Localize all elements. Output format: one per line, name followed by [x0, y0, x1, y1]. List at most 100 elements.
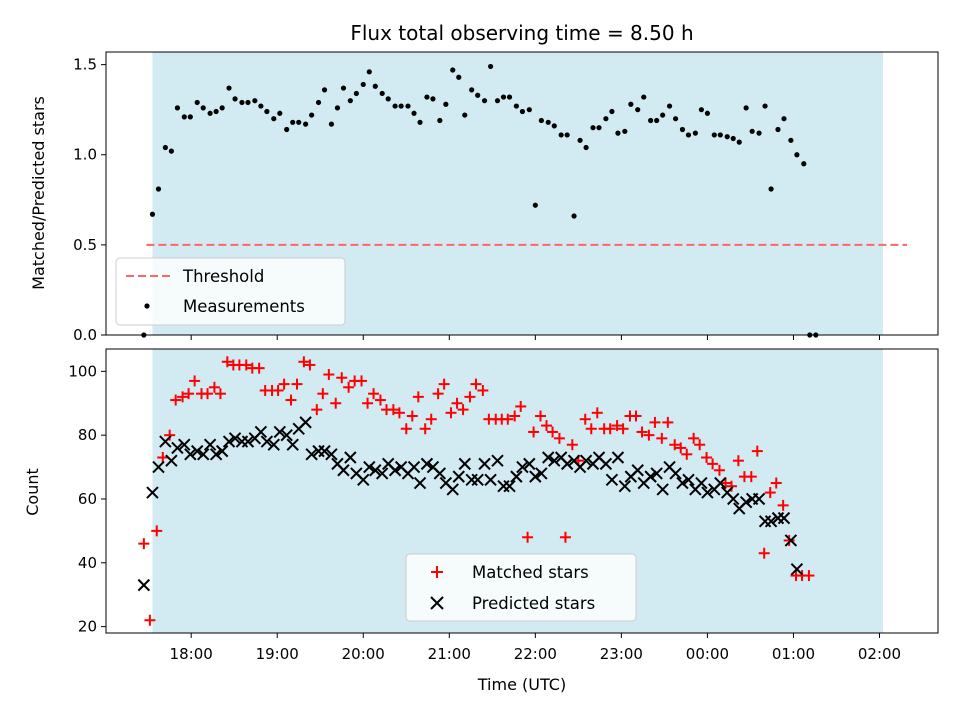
ratio-marks	[141, 63, 819, 338]
measurement-point	[296, 119, 302, 125]
predicted-star-point	[357, 473, 370, 487]
matched-star-point	[170, 394, 182, 406]
measurement-point	[200, 105, 206, 111]
predicted-star-point	[676, 476, 689, 490]
measurement-point	[213, 108, 219, 115]
predicted-star-point	[727, 492, 740, 506]
matched-star-point	[656, 432, 668, 444]
predicted-star-point	[516, 460, 529, 474]
matched-star-point	[713, 464, 725, 476]
matched-star-point	[591, 407, 603, 419]
predicted-star-point	[178, 438, 191, 451]
matched-star-point	[726, 480, 738, 492]
measurement-point	[462, 112, 468, 118]
predicted-star-point	[471, 473, 484, 487]
measurement-point	[309, 112, 315, 118]
matched-star-point	[438, 378, 450, 390]
predicted-star-point	[669, 467, 682, 480]
matched-star-point	[681, 448, 693, 460]
measurement-point	[187, 114, 193, 120]
matched-star-point	[278, 378, 290, 390]
matched-star-point	[343, 381, 355, 393]
predicted-star-point	[375, 467, 389, 480]
predicted-star-point	[764, 515, 778, 528]
matched-star-point	[649, 416, 661, 428]
matched-star-point	[221, 356, 233, 368]
x-tick-label: 22:00	[514, 645, 557, 663]
predicted-star-point	[784, 534, 798, 547]
measurement-point	[181, 114, 187, 120]
measurement-point	[168, 148, 174, 154]
measurement-point	[648, 117, 654, 124]
count-legend: Matched stars Predicted stars	[405, 553, 637, 622]
matched-star-point	[630, 410, 642, 422]
measurement-point	[590, 125, 596, 131]
matched-star-point	[470, 378, 482, 390]
predicted-star-point	[714, 476, 727, 490]
predicted-star-point	[548, 454, 561, 467]
matched-star-point	[764, 487, 776, 499]
predicted-star-point	[273, 425, 287, 439]
matched-star-point	[541, 420, 553, 432]
matched-star-point	[669, 439, 681, 451]
predicted-star-point	[267, 438, 280, 451]
predicted-star-point	[433, 467, 447, 480]
predicted-star-point	[631, 464, 644, 477]
predicted-star-point	[752, 492, 766, 506]
measurement-point	[635, 107, 641, 113]
matched-star-point	[451, 397, 463, 409]
measurement-point	[685, 132, 692, 138]
predicted-star-point	[599, 457, 613, 471]
matched-star-point	[406, 410, 418, 422]
predicted-star-point	[560, 457, 574, 471]
predicted-star-point	[413, 476, 427, 490]
predicted-star-point	[523, 457, 536, 471]
predicted-star-point	[152, 460, 165, 474]
matched-star-point	[617, 423, 629, 435]
ratio-legend-box	[115, 257, 346, 326]
predicted-star-point	[510, 470, 523, 483]
ratio-x-ticks	[190, 335, 880, 340]
measurement-point	[149, 211, 156, 217]
predicted-star-point	[184, 448, 197, 461]
measurement-point	[347, 98, 353, 104]
predicted-star-point	[542, 451, 555, 464]
measurement-point	[162, 144, 168, 151]
measurement-point	[398, 103, 404, 109]
matched-star-point	[425, 413, 437, 425]
measurement-point	[481, 98, 488, 104]
measurement-point	[526, 107, 532, 113]
measurement-point	[385, 96, 391, 102]
matched-star-point	[285, 394, 297, 406]
measurement-point	[724, 134, 730, 140]
measurement-point	[711, 132, 717, 138]
measurement-point	[194, 99, 200, 106]
matched-star-point	[559, 531, 571, 543]
predicted-star-point	[446, 483, 459, 496]
x-tick-label: 18:00	[170, 645, 213, 663]
predicted-star-point	[656, 483, 669, 496]
measurement-point	[245, 99, 251, 106]
predicted-star-point	[203, 438, 217, 451]
predicted-star-point	[491, 454, 504, 467]
matched-star-point	[770, 477, 782, 489]
x-tick-label: 19:00	[256, 645, 299, 663]
measurement-point	[252, 98, 258, 104]
predicted-star-point	[605, 473, 619, 487]
matched-star-point	[445, 407, 457, 419]
measurement-point	[405, 103, 411, 109]
y-tick-label: 0.5	[73, 236, 97, 254]
matched-star-point	[707, 458, 719, 470]
matched-star-point	[783, 534, 795, 546]
measurement-point	[321, 87, 328, 93]
count-panel-frame	[105, 348, 939, 634]
predicted-star-point	[137, 578, 151, 592]
measurement-point	[775, 126, 781, 133]
predicted-star-point	[618, 480, 632, 493]
x-tick-label: 01:00	[772, 645, 815, 663]
measurement-point	[487, 63, 494, 70]
predicted-star-point	[228, 432, 242, 445]
predicted-star-point	[286, 438, 299, 451]
predicted-star-point	[344, 451, 357, 464]
